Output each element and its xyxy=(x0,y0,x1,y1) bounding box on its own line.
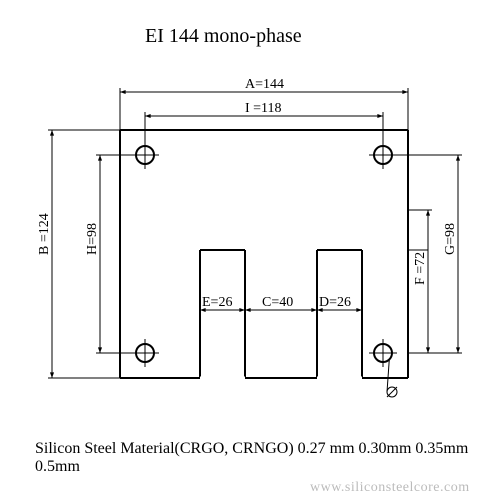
svg-text:F =72: F =72 xyxy=(413,252,428,285)
svg-text:E=26: E=26 xyxy=(202,295,232,310)
svg-text:C=40: C=40 xyxy=(262,295,293,310)
svg-text:G=98: G=98 xyxy=(443,223,458,255)
svg-text:H=98: H=98 xyxy=(85,223,100,255)
svg-text:I =118: I =118 xyxy=(245,101,282,116)
material-footer: Silicon Steel Material(CRGO, CRNGO) 0.27… xyxy=(35,440,500,476)
watermark: www.siliconsteelcore.com xyxy=(310,480,470,496)
ei-lamination-diagram: A=144 I =118 B =124 H=98 F =72 G=98 E=26 C=40 D=… xyxy=(0,0,500,500)
svg-text:A=144: A=144 xyxy=(245,77,284,92)
svg-text:D=26: D=26 xyxy=(319,295,351,310)
svg-text:B =124: B =124 xyxy=(37,213,52,255)
